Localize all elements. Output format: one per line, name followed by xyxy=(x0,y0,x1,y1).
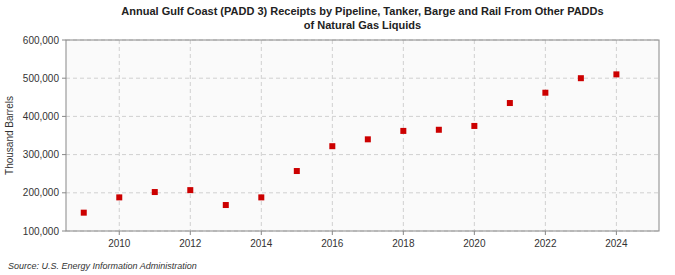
tick-y xyxy=(62,231,66,232)
title: Annual Gulf Coast (PADD 3) Receipts by P… xyxy=(121,5,603,31)
tick-x xyxy=(332,231,333,235)
y-axis-label: Thousand Barrels xyxy=(4,96,15,175)
tick-label-x: 2016 xyxy=(321,238,344,249)
tick-label-y: 500,000 xyxy=(23,73,60,84)
tick-label-y: 400,000 xyxy=(23,111,60,122)
point xyxy=(223,202,229,208)
grid-line-x xyxy=(403,40,404,231)
plot-frame xyxy=(66,40,659,231)
tick-label-x: 2012 xyxy=(179,238,202,249)
point xyxy=(507,100,513,106)
tick-x xyxy=(119,231,120,235)
tick-label-y: 600,000 xyxy=(23,35,60,46)
tick-x xyxy=(545,231,546,235)
point xyxy=(329,143,335,149)
tick-label-x: 2018 xyxy=(392,238,415,249)
source-note: Source: U.S. Energy Information Administ… xyxy=(8,261,197,271)
tick-label-y: 200,000 xyxy=(23,187,60,198)
point xyxy=(542,90,548,96)
tick-label-y: 100,000 xyxy=(23,226,60,237)
point xyxy=(294,168,300,174)
grid-line-x xyxy=(190,40,191,231)
point xyxy=(471,123,477,129)
grid-line-x xyxy=(616,40,617,231)
plot-area xyxy=(66,40,659,231)
point xyxy=(187,187,193,193)
tick-label-x: 2024 xyxy=(605,238,628,249)
tick-label-x: 2014 xyxy=(250,238,273,249)
grid-line-y xyxy=(66,116,659,117)
tick-x xyxy=(474,231,475,235)
tick-x xyxy=(190,231,191,235)
point xyxy=(613,71,619,77)
point xyxy=(400,128,406,134)
tick-label-x: 2010 xyxy=(108,238,131,249)
tick-label-y: 300,000 xyxy=(23,149,60,160)
point xyxy=(578,75,584,81)
grid xyxy=(66,40,659,231)
tick-y xyxy=(62,40,66,41)
point xyxy=(258,194,264,200)
point xyxy=(152,189,158,195)
tick-y xyxy=(62,78,66,79)
tick-y xyxy=(62,192,66,193)
tick-x xyxy=(616,231,617,235)
grid-line-x xyxy=(545,40,546,231)
tick-x xyxy=(261,231,262,235)
point xyxy=(81,210,87,216)
grid-line-x xyxy=(119,40,120,231)
point xyxy=(116,194,122,200)
grid-line-y xyxy=(66,78,659,79)
tick-y xyxy=(62,154,66,155)
grid-line-y xyxy=(66,154,659,155)
axes: 100,000 200,000 300,000 400,000 500,000 600,0… xyxy=(23,35,659,250)
chart: Annual Gulf Coast (PADD 3) Receipts by P… xyxy=(0,0,675,275)
tick-y xyxy=(62,116,66,117)
grid-line-x xyxy=(332,40,333,231)
point xyxy=(365,136,371,142)
grid-line-x xyxy=(261,40,262,231)
tick-x xyxy=(403,231,404,235)
grid-line-x xyxy=(474,40,475,231)
points xyxy=(81,71,620,215)
point xyxy=(436,127,442,133)
tick-label-x: 2022 xyxy=(534,238,557,249)
tick-label-x: 2020 xyxy=(463,238,486,249)
